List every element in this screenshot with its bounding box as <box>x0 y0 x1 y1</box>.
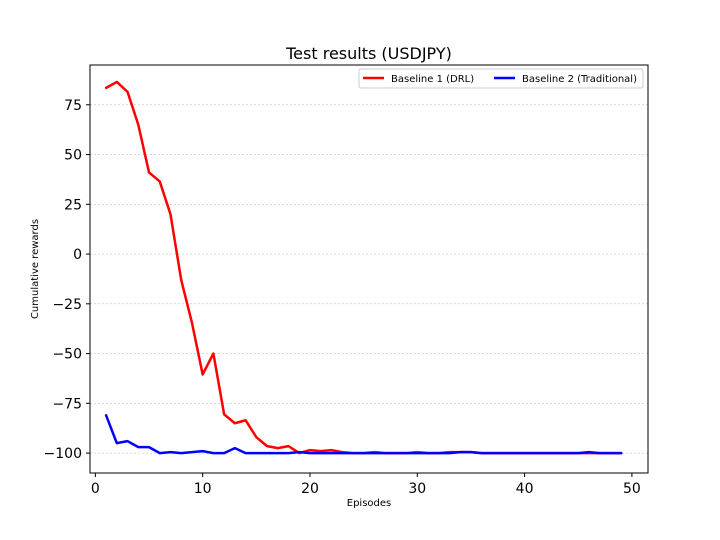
y-tick-label: 50 <box>64 148 82 164</box>
x-tick-label: 0 <box>91 481 100 497</box>
y-tick-label: −100 <box>44 446 82 462</box>
x-tick-label: 40 <box>516 481 534 497</box>
x-tick-label: 50 <box>623 481 641 497</box>
y-tick-label: −75 <box>52 396 82 412</box>
x-tick-label: 20 <box>301 481 319 497</box>
series-layer <box>104 80 623 455</box>
series-line-traditional <box>104 414 623 455</box>
y-tick-label: −25 <box>52 297 82 313</box>
x-tick-label: 10 <box>194 481 212 497</box>
legend-label-traditional: Baseline 2 (Traditional) <box>522 74 637 85</box>
x-tick-label: 30 <box>408 481 426 497</box>
legend-label-drl: Baseline 1 (DRL) <box>391 74 474 85</box>
y-axis-label: Cumulative rewards <box>30 219 41 319</box>
plot-frame <box>89 64 649 474</box>
legend: Baseline 1 (DRL) Baseline 2 (Traditional… <box>358 68 644 89</box>
y-tick-label: 75 <box>64 98 82 114</box>
grid-layer <box>90 104 648 454</box>
y-tick-label: 25 <box>64 197 82 213</box>
y-tick-label: 0 <box>73 247 82 263</box>
y-tick-label: −50 <box>52 347 82 363</box>
x-axis-label: Episodes <box>347 498 391 509</box>
y-axis: 75 50 25 0 −25 −50 −75 −100 <box>44 98 90 462</box>
chart-title: Test results (USDJPY) <box>285 44 452 63</box>
x-axis: 0 10 20 30 40 50 <box>91 473 641 497</box>
